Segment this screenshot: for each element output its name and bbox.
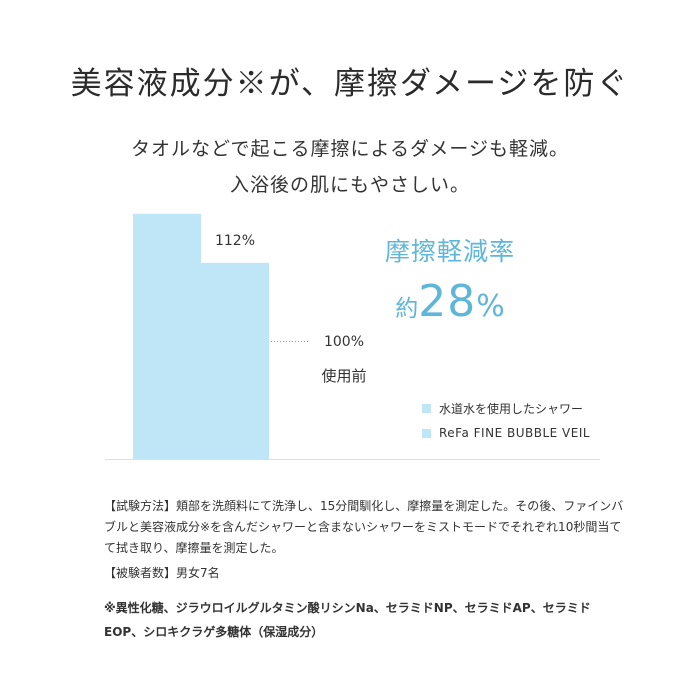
reduction-rate-label: 摩擦軽減率: [384, 237, 515, 266]
legend-label-tap-water: 水道水を使用したシャワー: [439, 402, 584, 416]
bar-value-label-1: 112%: [215, 233, 255, 249]
test-subjects-note: 【被験者数】男女7名: [104, 566, 220, 580]
subtitle-line-2: 入浴後の肌にもやさしい。: [229, 174, 470, 196]
legend-swatch-tap-water: [422, 404, 431, 413]
friction-bar-chart: 140%112%100%使用前: [105, 213, 600, 460]
page-title: 美容液成分※が、摩擦ダメージを防ぐ: [70, 66, 630, 102]
legend-swatch-refa: [422, 428, 431, 438]
baseline-value-label: 100%: [324, 334, 364, 350]
baseline-sublabel: 使用前: [321, 367, 366, 385]
reduction-rate-unit: %: [476, 289, 505, 324]
reduction-rate-value: 約28%: [330, 276, 570, 327]
bar-0: [133, 213, 201, 459]
reduction-rate-number: 28: [418, 276, 477, 327]
test-method-note: 【試験方法】頬部を洗顔料にて洗浄し、15分間馴化し、摩擦量を測定した。その後、フ…: [104, 499, 624, 555]
ingredients-note: ※異性化糖、ジラウロイルグルタミン酸リシンNa、セラミドNP、セラミドAP、セラ…: [104, 601, 591, 639]
bar-1: [201, 262, 269, 459]
reduction-rate-prefix: 約: [395, 296, 419, 322]
legend-item-tap-water: 水道水を使用したシャワー: [422, 400, 583, 417]
subtitle-line-1: タオルなどで起こる摩擦によるダメージも軽減。: [130, 138, 570, 160]
legend-item-refa: ReFa FINE BUBBLE VEIL: [422, 426, 590, 440]
legend-label-refa: ReFa FINE BUBBLE VEIL: [439, 426, 591, 440]
